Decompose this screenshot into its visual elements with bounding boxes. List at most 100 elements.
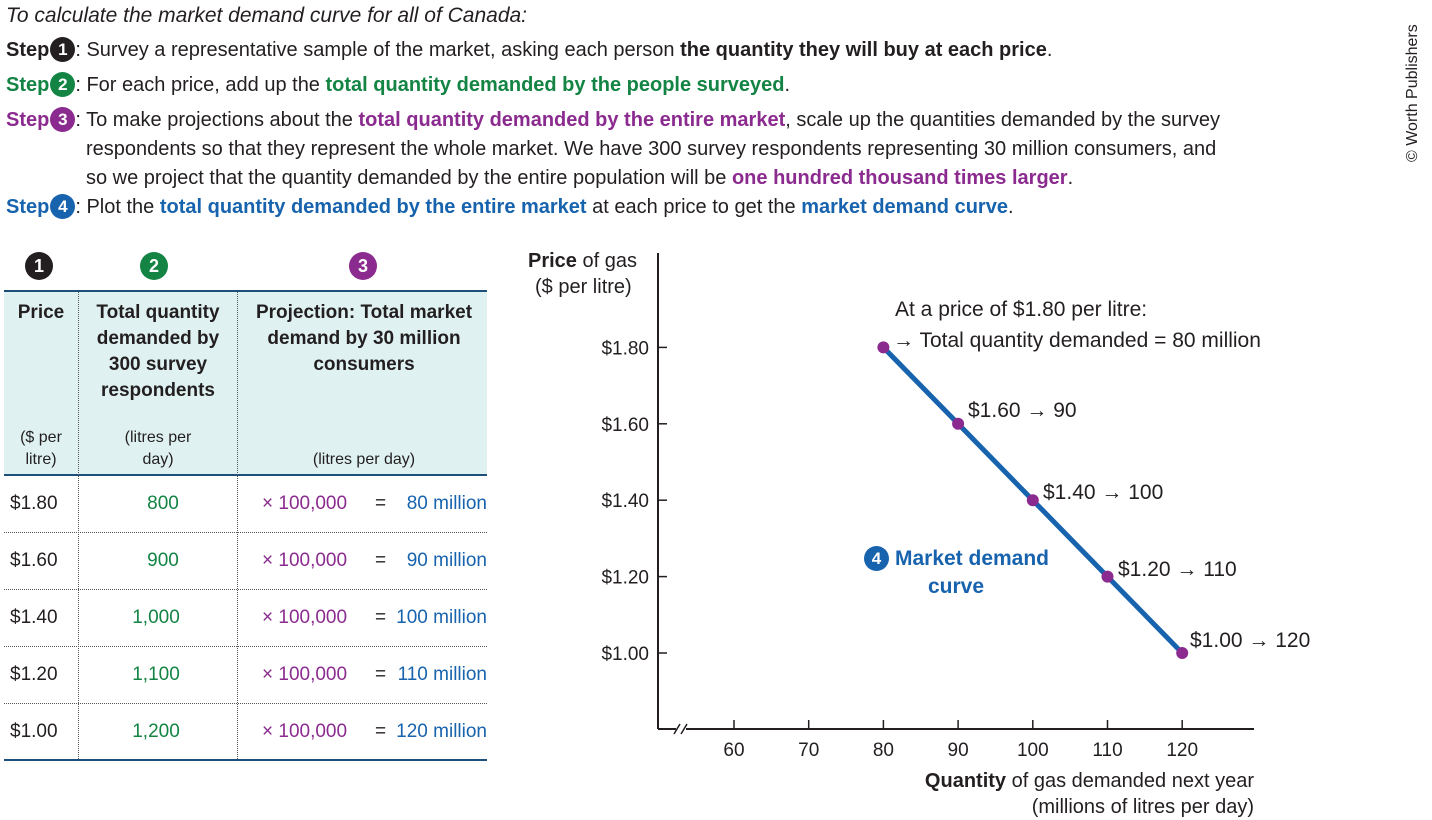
x-tick-label: 100 xyxy=(1017,740,1049,761)
x-tick-label: 120 xyxy=(1166,740,1198,761)
data-point xyxy=(952,417,965,430)
step-1-badge: 1 xyxy=(50,37,76,62)
axis-break-mark xyxy=(680,723,688,735)
cell-price: $1.80 xyxy=(10,493,58,514)
unit-projection: (litres per day) xyxy=(312,451,416,468)
step-2: Step 2: For each price, add up the total … xyxy=(6,71,790,100)
data-point xyxy=(1101,570,1114,583)
header-projection: Projection: Total market demand by 30 mi… xyxy=(255,302,473,375)
y-tick-label: $1.60 xyxy=(601,415,649,436)
cell-total: 100 million xyxy=(396,607,487,628)
step-4-text-d: market demand curve xyxy=(801,196,1008,218)
step-2-text-c: . xyxy=(784,74,791,96)
data-point xyxy=(1026,494,1039,507)
curve-label-line-1: Market demand xyxy=(894,547,1050,570)
step-3-line-3: so we project that the quantity demanded… xyxy=(86,164,1073,193)
y-axis-unit: ($ per litre) xyxy=(535,276,632,298)
cell-total: 90 million xyxy=(406,550,487,571)
point-label: $1.20 → 110 xyxy=(1118,558,1237,581)
intro-heading: To calculate the market demand curve for… xyxy=(6,4,528,27)
cell-quantity: 1,100 xyxy=(132,664,180,685)
cell-equals: = xyxy=(375,721,387,742)
y-axis-label-bold: Price xyxy=(528,250,577,272)
step-4-text-b: total quantity demanded by the entire ma… xyxy=(159,196,587,218)
step-4-text-a: : Plot the xyxy=(75,196,160,218)
row-divider xyxy=(4,532,487,533)
x-axis-label-bold: Quantity xyxy=(924,770,1007,792)
row-divider xyxy=(4,589,487,590)
step-2-badge: 2 xyxy=(50,72,76,97)
step-1-text-a: : Survey a representative sample of the … xyxy=(75,39,681,61)
x-axis-unit: (millions of litres per day) xyxy=(1031,796,1254,818)
cell-quantity: 800 xyxy=(147,493,179,514)
axis-break-mark xyxy=(673,723,681,735)
cell-quantity: 900 xyxy=(147,550,179,571)
step-3-text-c: , scale up the quantities demanded by th… xyxy=(785,109,1220,131)
header-price: Price xyxy=(17,302,65,323)
cell-multiplier: × 100,000 xyxy=(262,493,348,514)
cell-multiplier: × 100,000 xyxy=(262,721,348,742)
point-label: $1.40 → 100 xyxy=(1043,481,1164,504)
data-point xyxy=(1176,647,1189,659)
step-3: Step 3: To make projections about the tot… xyxy=(6,106,1220,135)
cell-total: 110 million xyxy=(397,664,487,685)
header-survey-quantity: Total quantity demanded by 300 survey re… xyxy=(96,302,220,401)
step-1-label: Step xyxy=(6,39,50,61)
x-tick-label: 110 xyxy=(1092,740,1122,761)
cell-price: $1.60 xyxy=(10,550,58,571)
cell-multiplier: × 100,000 xyxy=(262,607,348,628)
cell-equals: = xyxy=(375,607,387,628)
step-1-text-c: . xyxy=(1046,39,1053,61)
x-tick-label: 70 xyxy=(798,740,819,761)
unit-survey: (litres per day) xyxy=(124,429,192,468)
step-4: Step 4: Plot the total quantity demanded … xyxy=(6,193,1014,222)
cell-price: $1.00 xyxy=(10,721,58,742)
y-tick-label: $1.80 xyxy=(601,338,649,359)
step-2-label: Step xyxy=(6,74,50,96)
step-4-badge: 4 xyxy=(50,194,76,219)
table-top-rule xyxy=(4,290,487,292)
x-axis-label: Quantity of gas demanded next year (mill… xyxy=(880,768,1254,820)
top-annotation-line-1: At a price of $1.80 per litre: xyxy=(895,298,1148,321)
cell-quantity: 1,000 xyxy=(132,607,180,628)
cell-total: 120 million xyxy=(396,721,487,742)
column-2-badge: 2 xyxy=(140,252,168,280)
x-tick-label: 60 xyxy=(723,740,744,761)
step-4-text-c: at each price to get the xyxy=(586,196,802,218)
cell-equals: = xyxy=(375,493,387,514)
step-3-badge: 3 xyxy=(50,107,76,132)
cell-price: $1.20 xyxy=(10,664,58,685)
column-3-badge: 3 xyxy=(349,252,377,280)
step-2-text-a: : For each price, add up the xyxy=(75,74,326,96)
table-bottom-rule xyxy=(4,759,487,761)
data-point xyxy=(877,341,890,354)
cell-quantity: 1,200 xyxy=(132,721,180,742)
copyright-credit: © Worth Publishers xyxy=(1404,24,1421,162)
y-axis-label-rest: of gas xyxy=(576,250,637,272)
chart-axes xyxy=(657,253,1254,735)
cell-multiplier: × 100,000 xyxy=(262,550,348,571)
x-tick-label: 80 xyxy=(873,740,894,761)
cell-multiplier: × 100,000 xyxy=(262,664,348,685)
y-axis-label: Price of gas xyxy=(528,250,637,273)
y-tick-label: $1.40 xyxy=(601,491,649,512)
step-4-text-e: . xyxy=(1007,196,1014,218)
cell-total: 80 million xyxy=(406,493,487,514)
step-3-line-3b: one hundred thousand times larger xyxy=(731,167,1068,189)
point-label: $1.60 → 90 xyxy=(968,399,1077,422)
step-3-text-a: : To make projections about the xyxy=(75,109,359,131)
table-col-divider-1 xyxy=(78,292,79,759)
table-header-rule xyxy=(4,474,487,476)
x-tick-label: 90 xyxy=(948,740,969,761)
curve-label: 4 Market demand curve xyxy=(841,545,1071,601)
step-3-line-3c: . xyxy=(1067,167,1074,189)
column-1-badge: 1 xyxy=(25,252,53,280)
table-header-background xyxy=(4,291,487,475)
step-3-line-2: respondents so that they represent the w… xyxy=(86,138,1217,160)
row-divider xyxy=(4,646,487,647)
step-1: Step 1: Survey a representative sample of… xyxy=(6,36,1052,65)
y-tick-label: $1.00 xyxy=(601,644,649,665)
curve-label-line-2: curve xyxy=(927,575,985,598)
curve-badge: 4 xyxy=(863,546,889,571)
step-4-label: Step xyxy=(6,196,50,218)
